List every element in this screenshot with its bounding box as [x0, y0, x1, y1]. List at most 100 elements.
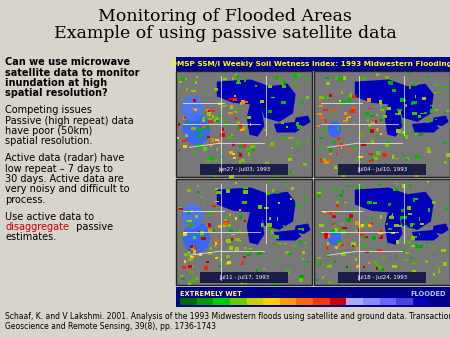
- Bar: [296, 141, 301, 145]
- Bar: [355, 221, 359, 225]
- Bar: [231, 238, 233, 241]
- Bar: [379, 119, 383, 121]
- Bar: [277, 262, 280, 264]
- Bar: [226, 189, 230, 193]
- Bar: [256, 269, 258, 273]
- Bar: [387, 106, 391, 110]
- Bar: [401, 131, 405, 134]
- Bar: [407, 158, 410, 161]
- Bar: [198, 231, 200, 233]
- Bar: [426, 242, 428, 244]
- Bar: [242, 232, 245, 236]
- Bar: [195, 215, 198, 218]
- Bar: [391, 232, 396, 235]
- Bar: [243, 256, 246, 258]
- Bar: [302, 258, 305, 260]
- Bar: [215, 139, 219, 141]
- Bar: [324, 233, 328, 237]
- Bar: [306, 140, 310, 143]
- Bar: [214, 88, 218, 91]
- Bar: [230, 298, 247, 305]
- Bar: [196, 277, 198, 280]
- Bar: [353, 208, 355, 211]
- Bar: [333, 210, 338, 212]
- Bar: [214, 173, 216, 177]
- Bar: [415, 96, 416, 98]
- Bar: [215, 200, 219, 202]
- Bar: [380, 277, 382, 281]
- Polygon shape: [412, 122, 439, 132]
- Bar: [402, 100, 406, 101]
- Bar: [393, 164, 397, 168]
- Bar: [317, 125, 320, 127]
- Bar: [237, 121, 240, 123]
- Bar: [191, 210, 193, 212]
- Bar: [229, 98, 233, 100]
- Bar: [317, 151, 319, 152]
- Bar: [405, 251, 410, 254]
- Bar: [176, 57, 450, 71]
- Bar: [178, 123, 180, 126]
- Bar: [400, 121, 405, 123]
- Bar: [250, 169, 253, 172]
- Bar: [191, 265, 193, 267]
- Bar: [190, 245, 193, 248]
- Bar: [229, 175, 234, 178]
- Bar: [326, 96, 328, 99]
- Bar: [437, 159, 439, 161]
- Bar: [364, 236, 368, 238]
- Bar: [350, 166, 354, 168]
- Bar: [367, 119, 369, 122]
- Bar: [286, 126, 288, 128]
- Bar: [410, 245, 415, 247]
- Bar: [367, 98, 371, 102]
- Bar: [335, 246, 338, 249]
- Bar: [410, 223, 414, 226]
- Bar: [183, 78, 188, 80]
- Bar: [376, 73, 379, 76]
- Bar: [365, 222, 367, 226]
- Bar: [362, 237, 366, 239]
- Bar: [229, 213, 231, 216]
- Bar: [182, 140, 184, 142]
- Bar: [356, 258, 357, 261]
- Bar: [210, 145, 212, 147]
- Bar: [180, 207, 181, 211]
- Bar: [360, 234, 364, 236]
- Bar: [344, 246, 346, 249]
- Bar: [183, 235, 185, 237]
- Bar: [405, 103, 407, 107]
- Bar: [403, 259, 408, 261]
- Bar: [432, 272, 436, 276]
- Bar: [367, 165, 372, 167]
- Bar: [396, 158, 398, 159]
- Polygon shape: [385, 101, 402, 137]
- Bar: [215, 242, 217, 245]
- Bar: [215, 159, 218, 162]
- Bar: [335, 76, 338, 80]
- Bar: [348, 116, 351, 118]
- Bar: [236, 109, 239, 112]
- Bar: [295, 202, 297, 204]
- Bar: [432, 247, 435, 250]
- Bar: [238, 152, 240, 155]
- Polygon shape: [247, 209, 265, 245]
- Bar: [339, 194, 343, 197]
- Bar: [322, 146, 324, 150]
- Bar: [329, 153, 332, 155]
- Bar: [325, 211, 328, 215]
- Bar: [341, 253, 346, 256]
- Text: have poor (50km): have poor (50km): [5, 126, 92, 136]
- Bar: [218, 265, 221, 267]
- Bar: [382, 257, 386, 259]
- Polygon shape: [328, 121, 341, 137]
- Bar: [293, 245, 297, 247]
- Bar: [200, 196, 203, 198]
- Bar: [342, 173, 345, 177]
- Bar: [345, 185, 350, 187]
- Bar: [425, 260, 427, 263]
- Bar: [328, 148, 332, 152]
- Bar: [215, 239, 220, 242]
- Text: Competing issues: Competing issues: [5, 105, 92, 115]
- Bar: [383, 115, 387, 118]
